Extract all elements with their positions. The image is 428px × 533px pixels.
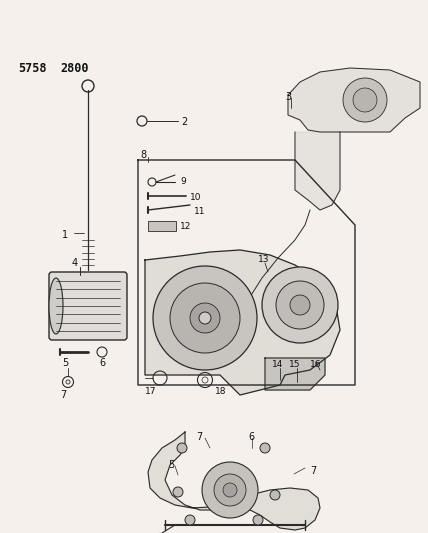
Polygon shape bbox=[265, 358, 325, 390]
Text: 7: 7 bbox=[310, 466, 316, 476]
Circle shape bbox=[214, 474, 246, 506]
Polygon shape bbox=[288, 68, 420, 132]
Text: 12: 12 bbox=[180, 222, 191, 231]
Circle shape bbox=[173, 487, 183, 497]
Text: 7: 7 bbox=[60, 390, 66, 400]
Circle shape bbox=[170, 283, 240, 353]
Text: 3: 3 bbox=[285, 92, 291, 102]
Circle shape bbox=[202, 462, 258, 518]
Text: 13: 13 bbox=[258, 255, 270, 264]
Text: 5758: 5758 bbox=[18, 62, 47, 75]
Text: 6: 6 bbox=[248, 432, 254, 442]
Text: 5: 5 bbox=[168, 460, 174, 470]
Text: 15: 15 bbox=[289, 360, 300, 369]
Text: 11: 11 bbox=[194, 207, 205, 216]
Circle shape bbox=[177, 443, 187, 453]
Text: 10: 10 bbox=[190, 193, 202, 202]
Bar bbox=[148, 221, 176, 231]
Text: 5: 5 bbox=[62, 358, 68, 368]
Circle shape bbox=[353, 88, 377, 112]
Circle shape bbox=[270, 490, 280, 500]
Text: 18: 18 bbox=[215, 387, 226, 396]
Text: 1: 1 bbox=[62, 230, 68, 240]
Text: 17: 17 bbox=[145, 387, 157, 396]
Circle shape bbox=[276, 281, 324, 329]
Text: 6: 6 bbox=[99, 358, 105, 368]
Circle shape bbox=[190, 303, 220, 333]
FancyBboxPatch shape bbox=[49, 272, 127, 340]
Text: 16: 16 bbox=[310, 360, 321, 369]
Text: 4: 4 bbox=[72, 258, 78, 268]
Polygon shape bbox=[295, 132, 340, 210]
Text: 7: 7 bbox=[196, 432, 202, 442]
Circle shape bbox=[262, 267, 338, 343]
Text: 2800: 2800 bbox=[60, 62, 89, 75]
Circle shape bbox=[260, 443, 270, 453]
Circle shape bbox=[199, 312, 211, 324]
Circle shape bbox=[343, 78, 387, 122]
Text: 14: 14 bbox=[272, 360, 283, 369]
Polygon shape bbox=[148, 432, 320, 530]
Circle shape bbox=[253, 515, 263, 525]
Circle shape bbox=[185, 515, 195, 525]
Circle shape bbox=[223, 483, 237, 497]
Ellipse shape bbox=[49, 278, 63, 334]
Circle shape bbox=[290, 295, 310, 315]
Text: 8: 8 bbox=[140, 150, 146, 160]
Text: 9: 9 bbox=[180, 177, 186, 186]
Polygon shape bbox=[145, 250, 340, 395]
Circle shape bbox=[153, 266, 257, 370]
Text: 2: 2 bbox=[181, 117, 187, 127]
